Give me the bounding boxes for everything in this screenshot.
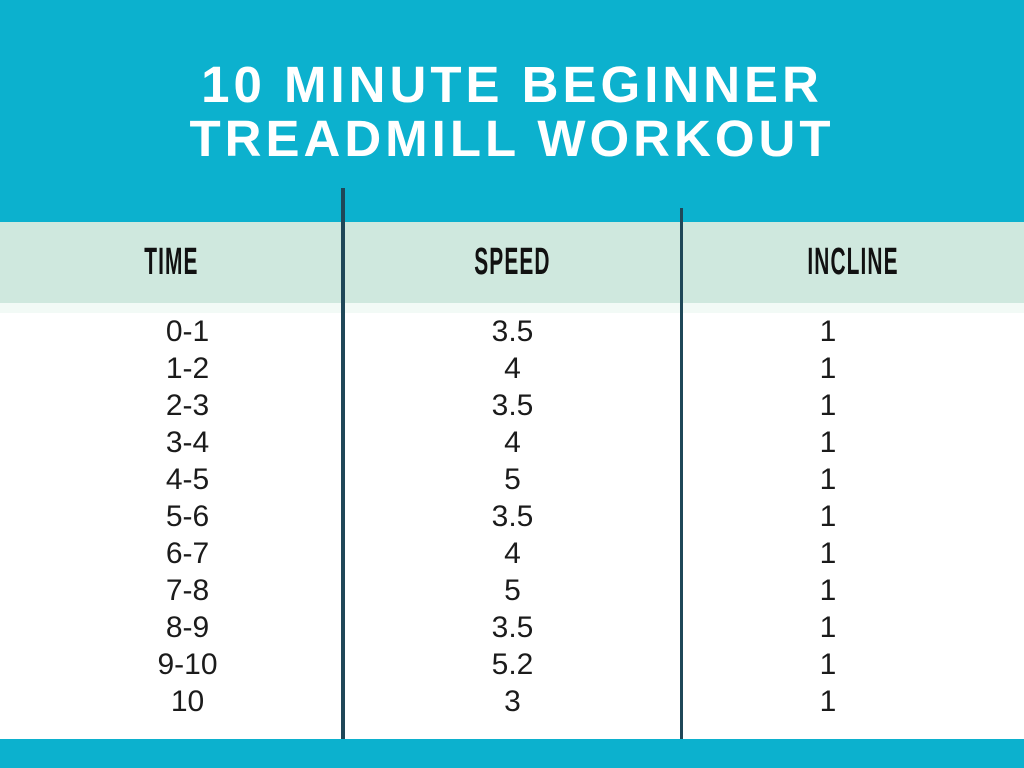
speed-cell: 3 — [504, 685, 521, 719]
incline-cell: 1 — [819, 425, 837, 459]
incline-cell: 1 — [819, 611, 837, 645]
column-header-incline-label: INCLINE — [807, 241, 899, 283]
table-row: 0-1 3.5 1 — [0, 313, 1024, 350]
time-cell: 4-5 — [165, 462, 210, 496]
time-cell: 1-2 — [165, 351, 210, 385]
incline-cell: 1 — [819, 685, 837, 719]
speed-cell: 3.5 — [491, 611, 534, 645]
title-line-2: TREADMILL WORKOUT — [189, 110, 835, 167]
table-header-row: TIME SPEED INCLINE — [0, 222, 1024, 303]
speed-cell: 5 — [504, 462, 521, 496]
table-row: 2-3 3.5 1 — [0, 387, 1024, 424]
header-bottom-highlight — [0, 303, 1024, 313]
speed-cell: 3.5 — [491, 314, 534, 348]
incline-cell: 1 — [819, 388, 837, 422]
speed-cell: 4 — [504, 425, 521, 459]
column-header-time: TIME — [0, 241, 343, 284]
speed-cell: 4 — [504, 351, 521, 385]
table-row: 10 3 1 — [0, 684, 1024, 721]
page-title: 10 MINUTE BEGINNER TREADMILL WORKOUT — [0, 58, 1024, 166]
time-cell: 9-10 — [157, 648, 218, 682]
incline-cell: 1 — [819, 574, 837, 608]
table-row: 6-7 4 1 — [0, 536, 1024, 573]
incline-cell: 1 — [819, 537, 837, 571]
column-header-speed: SPEED — [343, 241, 682, 284]
table-row: 1-2 4 1 — [0, 350, 1024, 387]
table-row: 9-10 5.2 1 — [0, 647, 1024, 684]
time-cell: 5-6 — [165, 500, 210, 534]
column-header-incline: INCLINE — [682, 241, 1024, 284]
table-row: 7-8 5 1 — [0, 573, 1024, 610]
column-divider-speed-incline — [680, 208, 683, 739]
table-row: 3-4 4 1 — [0, 424, 1024, 461]
time-cell: 10 — [170, 685, 205, 719]
table-row: 5-6 3.5 1 — [0, 498, 1024, 535]
incline-cell: 1 — [819, 648, 837, 682]
incline-cell: 1 — [819, 500, 837, 534]
column-header-time-label: TIME — [144, 241, 199, 283]
incline-cell: 1 — [819, 462, 837, 496]
table-body: 0-1 3.5 1 1-2 4 1 2-3 3.5 1 3-4 4 1 4-5 … — [0, 303, 1024, 739]
speed-cell: 5.2 — [491, 648, 534, 682]
incline-cell: 1 — [819, 351, 837, 385]
incline-cell: 1 — [819, 314, 837, 348]
time-cell: 3-4 — [165, 425, 210, 459]
table-row: 4-5 5 1 — [0, 461, 1024, 498]
time-cell: 2-3 — [165, 388, 210, 422]
time-cell: 6-7 — [165, 537, 210, 571]
title-line-1: 10 MINUTE BEGINNER — [201, 56, 823, 113]
column-header-speed-label: SPEED — [474, 241, 551, 283]
speed-cell: 4 — [504, 537, 521, 571]
table-row: 8-9 3.5 1 — [0, 610, 1024, 647]
top-banner: 10 MINUTE BEGINNER TREADMILL WORKOUT — [0, 0, 1024, 222]
speed-cell: 5 — [504, 574, 521, 608]
time-cell: 7-8 — [165, 574, 210, 608]
time-cell: 0-1 — [165, 314, 210, 348]
column-divider-time-speed — [341, 188, 345, 739]
speed-cell: 3.5 — [491, 388, 534, 422]
time-cell: 8-9 — [165, 611, 210, 645]
speed-cell: 3.5 — [491, 500, 534, 534]
bottom-banner — [0, 739, 1024, 768]
